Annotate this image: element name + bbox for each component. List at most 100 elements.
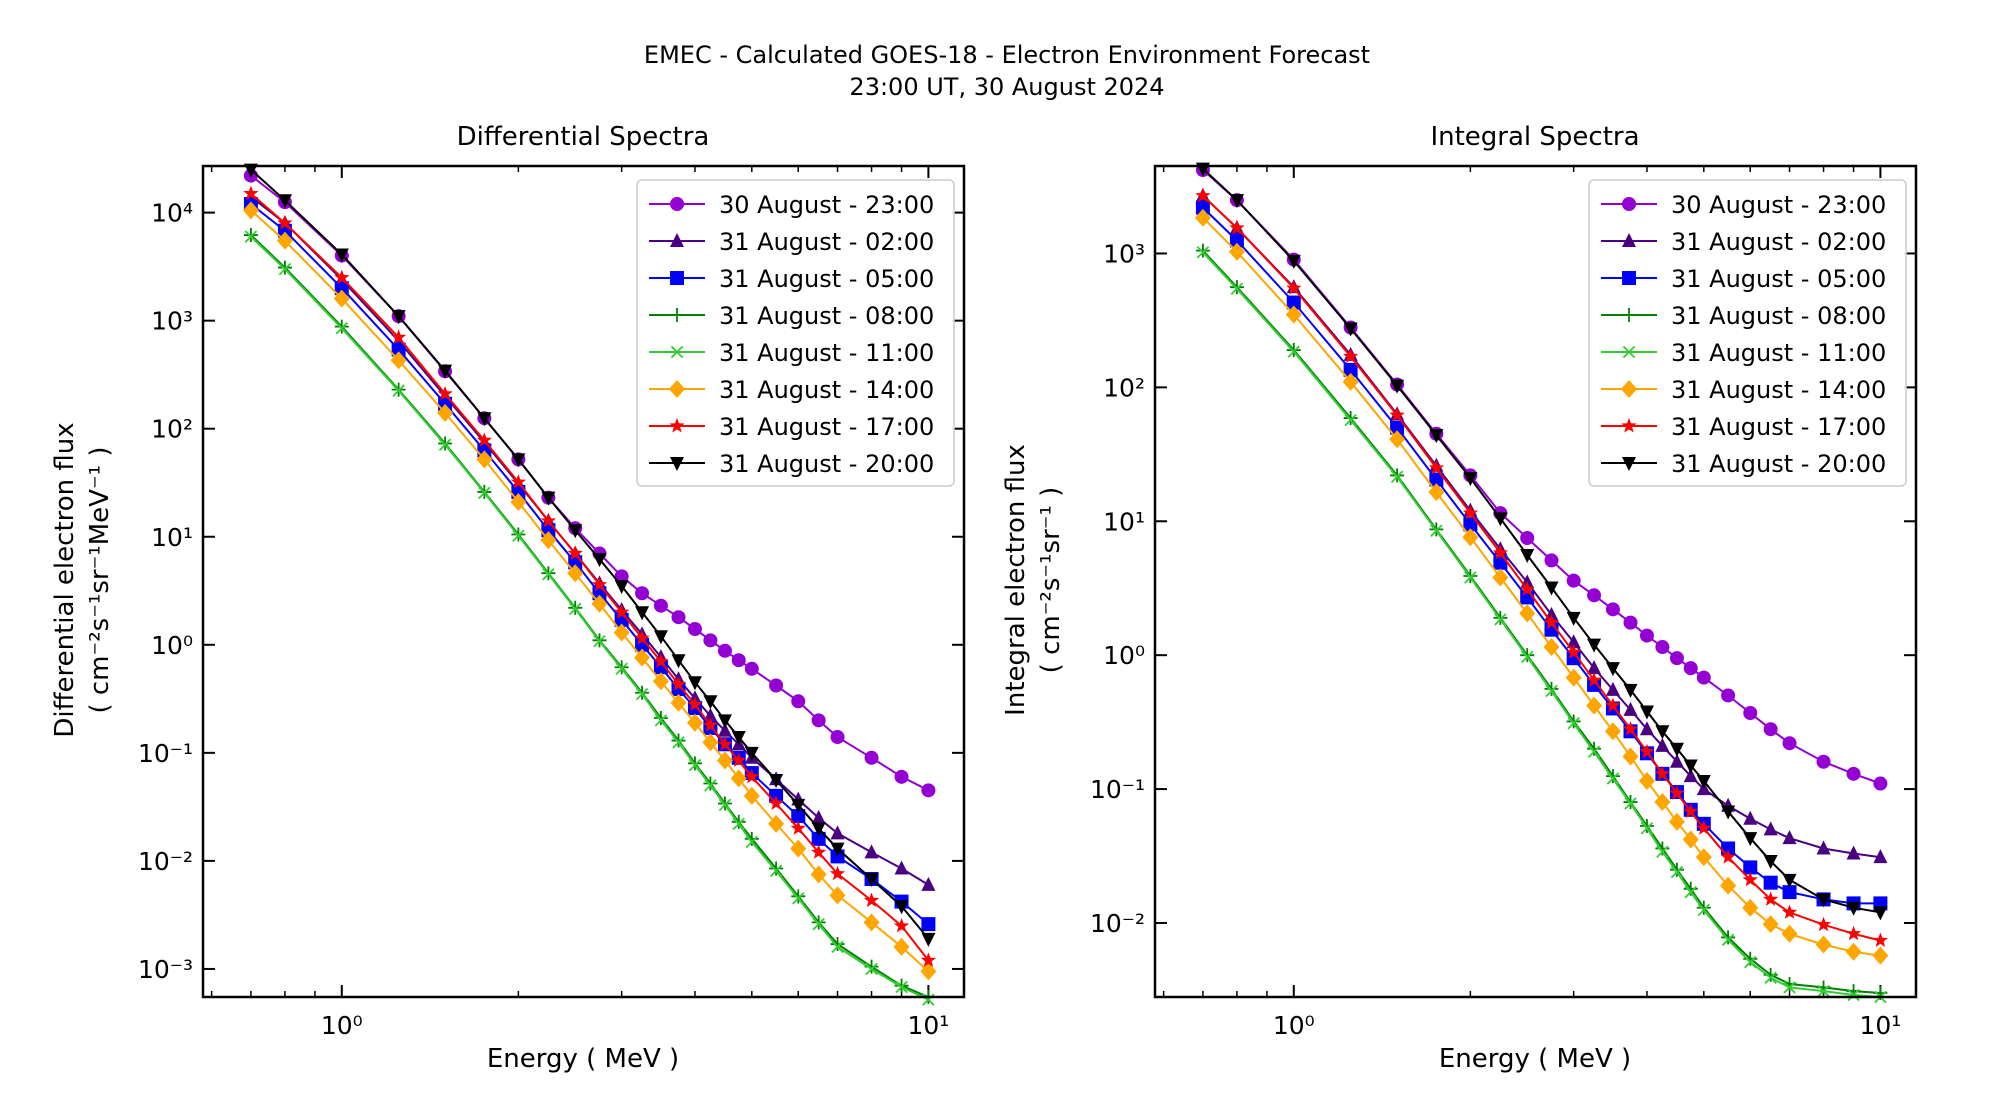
data-point bbox=[864, 750, 879, 765]
data-point bbox=[1520, 530, 1535, 545]
data-point bbox=[652, 672, 669, 691]
series-line bbox=[1202, 194, 1881, 942]
data-point bbox=[730, 769, 747, 788]
legend-label: 31 August - 11:00 bbox=[719, 339, 934, 367]
data-point bbox=[894, 900, 909, 915]
data-point bbox=[1846, 901, 1861, 916]
data-point bbox=[1492, 544, 1508, 560]
data-point bbox=[1229, 233, 1244, 248]
legend-marker bbox=[670, 271, 684, 285]
data-point bbox=[1429, 429, 1444, 444]
legend-label: 31 August - 17:00 bbox=[719, 413, 934, 441]
y-tick-label: 10¹ bbox=[151, 523, 193, 552]
data-point bbox=[1782, 736, 1797, 751]
data-point bbox=[1783, 981, 1796, 994]
data-point bbox=[1389, 407, 1405, 422]
data-point bbox=[830, 842, 845, 857]
data-point bbox=[335, 322, 349, 335]
data-point bbox=[1343, 322, 1358, 337]
data-point bbox=[242, 201, 259, 220]
data-point bbox=[716, 751, 733, 770]
data-point bbox=[1762, 915, 1779, 934]
data-point bbox=[568, 602, 582, 616]
legend-label: 30 August - 23:00 bbox=[719, 191, 934, 219]
data-point bbox=[1390, 379, 1405, 394]
data-point bbox=[1639, 705, 1654, 720]
legend-marker bbox=[669, 380, 685, 398]
data-point bbox=[635, 606, 650, 621]
data-point bbox=[731, 752, 747, 767]
legend-label: 31 August - 08:00 bbox=[1671, 302, 1886, 330]
data-point bbox=[1763, 891, 1779, 906]
data-point bbox=[591, 594, 608, 613]
data-point bbox=[731, 731, 746, 746]
data-point bbox=[1623, 701, 1638, 716]
data-point bbox=[1763, 722, 1778, 737]
data-point bbox=[1743, 951, 1758, 966]
data-point bbox=[1519, 581, 1535, 596]
data-point bbox=[614, 580, 629, 595]
x-tick-label: 10⁰ bbox=[321, 1011, 363, 1040]
data-point bbox=[718, 798, 732, 812]
legend-entry: 31 August - 11:00 bbox=[1601, 339, 1886, 367]
data-point bbox=[1230, 282, 1244, 295]
data-point bbox=[278, 262, 292, 276]
legend-marker bbox=[670, 197, 684, 211]
data-point bbox=[895, 980, 908, 994]
data-point bbox=[769, 861, 784, 876]
data-point bbox=[1743, 705, 1758, 720]
data-point bbox=[768, 795, 784, 810]
data-point bbox=[243, 185, 259, 201]
data-point bbox=[864, 844, 879, 859]
data-point bbox=[1565, 668, 1582, 687]
data-point bbox=[614, 569, 629, 584]
legend-entry: 31 August - 08:00 bbox=[1601, 302, 1886, 330]
legend-marker bbox=[1621, 380, 1637, 398]
figure-title-line-1: EMEC - Calculated GOES-18 - Electron Env… bbox=[644, 41, 1370, 69]
data-point bbox=[512, 529, 525, 543]
legend-entry: 31 August - 11:00 bbox=[649, 339, 934, 367]
data-point bbox=[1566, 634, 1581, 649]
data-point bbox=[1743, 832, 1758, 847]
data-point bbox=[1342, 372, 1359, 391]
series-8 bbox=[1195, 162, 1888, 921]
differential-plot-frame bbox=[201, 164, 966, 999]
legend-entry: 31 August - 14:00 bbox=[1601, 376, 1886, 404]
data-point bbox=[653, 598, 668, 613]
data-point bbox=[744, 768, 760, 784]
data-point bbox=[1668, 812, 1685, 831]
data-point bbox=[702, 717, 718, 732]
differential-ticks: 10⁰ 10¹ 10⁻³ 10⁻² 10⁻¹ 10⁰ 10¹ 10² 10³ 10⁴ bbox=[138, 166, 964, 1040]
data-point bbox=[1696, 670, 1711, 685]
legend-label: 31 August - 20:00 bbox=[1671, 450, 1886, 478]
data-point bbox=[1229, 220, 1245, 235]
data-point bbox=[438, 364, 453, 379]
data-point bbox=[653, 653, 669, 668]
data-point bbox=[811, 809, 826, 824]
data-point bbox=[1872, 932, 1888, 947]
data-point bbox=[769, 774, 784, 789]
data-point bbox=[717, 714, 732, 729]
data-point bbox=[1194, 208, 1211, 227]
figure-title-line-2: 23:00 UT, 30 August 2024 bbox=[849, 73, 1164, 101]
data-point bbox=[1669, 742, 1684, 757]
data-point bbox=[1462, 505, 1478, 520]
data-point bbox=[921, 783, 936, 798]
legend-entry: 31 August - 17:00 bbox=[649, 413, 934, 441]
data-point bbox=[1696, 774, 1711, 789]
data-point bbox=[1623, 683, 1638, 698]
data-point bbox=[1815, 935, 1832, 954]
data-point bbox=[1195, 187, 1211, 203]
differential-x-axis-label: Energy ( MeV ) bbox=[487, 1044, 679, 1074]
series-8 bbox=[243, 163, 936, 947]
legend-entry: 31 August - 17:00 bbox=[1601, 413, 1886, 441]
data-point bbox=[1816, 840, 1831, 855]
data-point bbox=[1605, 769, 1620, 784]
data-point bbox=[893, 917, 910, 933]
legend-marker bbox=[670, 233, 684, 247]
data-point bbox=[671, 610, 686, 625]
data-point bbox=[614, 604, 630, 619]
data-point bbox=[1639, 628, 1654, 643]
data-point bbox=[1586, 672, 1602, 687]
data-point bbox=[478, 486, 491, 500]
